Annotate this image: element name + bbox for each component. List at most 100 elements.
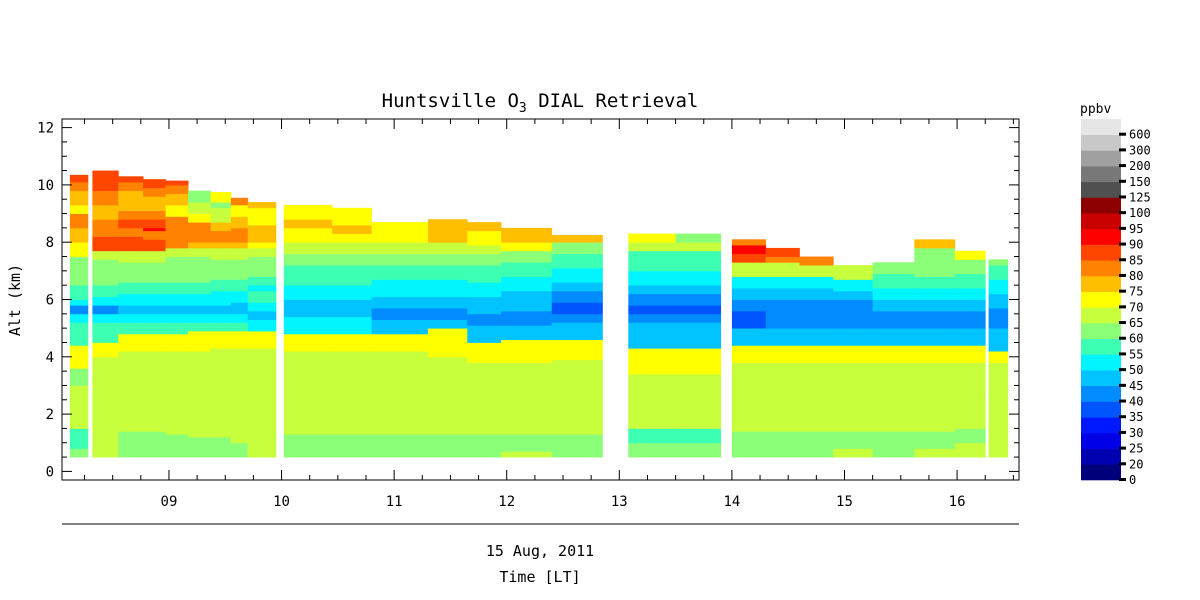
heatmap-cell [188,247,212,257]
colorbar-level-label: 300 [1129,143,1151,157]
heatmap-cell [371,296,429,309]
heatmap-cell [118,351,144,409]
heatmap-cell [188,256,212,283]
heatmap-cell [501,325,553,341]
heatmap-cell [988,308,1009,329]
heatmap-cell [833,265,874,280]
heatmap-cell [954,310,986,329]
heatmap-cell [247,290,277,303]
heatmap-cell [988,428,1009,458]
heatmap-cell [92,322,119,343]
heatmap-cell [467,325,502,343]
heatmap-cell [230,279,249,292]
heatmap-cell [675,270,722,286]
heatmap-cell [143,179,166,189]
y-tick-label: 10 [37,178,54,194]
y-tick-label: 12 [37,121,54,137]
colorbar-tick [1119,446,1126,450]
heatmap-cell [501,339,553,363]
colorbar-level-label: 45 [1129,379,1143,393]
colorbar-swatch [1081,213,1121,230]
heatmap-cell [954,428,986,444]
heatmap-cell [92,342,119,358]
heatmap-cell [188,331,212,352]
heatmap-cell [118,305,144,315]
heatmap-cell [467,265,502,283]
heatmap-cell [551,242,603,255]
heatmap-cell [731,310,767,329]
heatmap-cell [551,322,603,341]
heatmap-cell [283,285,333,300]
heatmap-cell [833,290,874,300]
heatmap-cell [165,216,189,237]
heatmap-cell [92,250,119,260]
heatmap-cell [247,319,277,332]
heatmap-cell [467,434,502,458]
heatmap-cell [731,239,767,246]
heatmap-cell [427,242,468,255]
heatmap-cell [628,305,677,315]
heatmap-cells [69,170,1009,458]
heatmap-cell [872,310,915,329]
heatmap-cell [143,431,166,458]
heatmap-cell [283,351,333,406]
heatmap-cell [165,282,189,295]
heatmap-cell [69,299,89,306]
heatmap-cell [501,451,553,458]
heatmap-cell [628,373,677,398]
heatmap-cell [427,434,468,458]
heatmap-cell [551,359,603,404]
colorbar-swatch [1081,432,1121,449]
heatmap-cell [230,259,249,280]
colorbar-swatch [1081,260,1121,277]
heatmap-cell [69,242,89,257]
heatmap-cell [210,313,232,323]
heatmap-cell [69,182,89,192]
heatmap-cell [371,319,429,335]
heatmap-cell [92,219,119,237]
heatmap-cell [143,333,166,352]
colorbar-level-label: 20 [1129,457,1143,471]
heatmap-cell [143,262,166,283]
heatmap-cell [230,290,249,303]
heatmap-cell [551,290,603,303]
heatmap-cell [165,204,189,217]
colorbar-level-label: 95 [1129,222,1143,236]
colorbar-tick [1119,383,1126,387]
x-axis-label: Time [LT] [499,568,580,586]
heatmap-cell [332,242,373,255]
heatmap-cell [165,405,189,435]
heatmap-cell [675,442,722,458]
heatmap-cell [833,279,874,292]
heatmap-cell [210,290,232,306]
colorbar-tick [1119,430,1126,434]
colorbar-tick [1119,211,1126,215]
colorbar-swatch [1081,464,1121,481]
heatmap-cell [210,202,232,209]
heatmap-cell [210,247,232,260]
heatmap-cell [165,247,189,257]
heatmap-cell [332,405,373,435]
heatmap-cell [675,313,722,323]
heatmap-cell [501,402,553,435]
heatmap-cell [143,219,166,229]
heatmap-cell [467,296,502,315]
y-tick-label: 6 [46,293,54,309]
heatmap-cell [230,247,249,260]
heatmap-cell [69,345,89,369]
heatmap-cell [143,351,166,409]
title-suffix: DIAL Retrieval [527,90,699,112]
heatmap-cell [188,293,212,306]
colorbar-tick [1119,399,1126,403]
heatmap-cell [467,245,502,255]
heatmap-cell [872,362,915,398]
heatmap-cell [143,282,166,295]
heatmap-cell [332,265,373,286]
heatmap-cell [954,273,986,289]
heatmap-cell [799,345,834,363]
colorbar-tick [1119,179,1126,183]
heatmap-cell [332,316,373,335]
heatmap-cell [833,328,874,346]
heatmap-cell [210,405,232,438]
heatmap-cell [143,408,166,432]
